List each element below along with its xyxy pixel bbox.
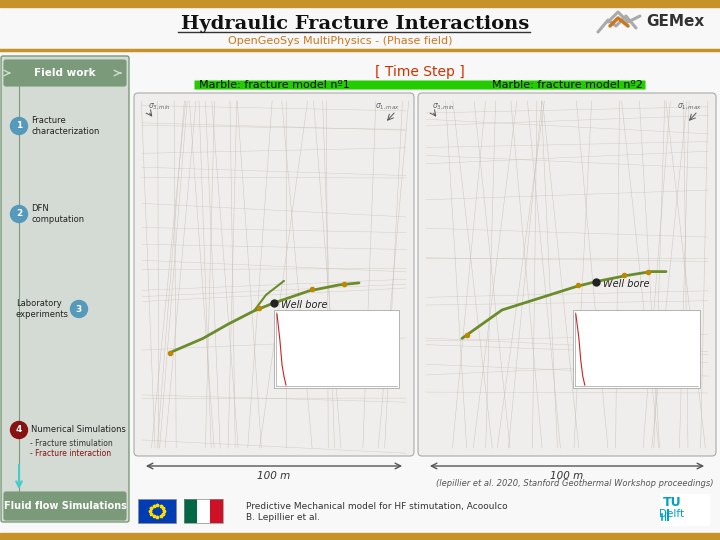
Text: B. Lepillier et al.: B. Lepillier et al. — [246, 514, 320, 523]
FancyBboxPatch shape — [4, 60, 126, 86]
Text: Fracture
characterization: Fracture characterization — [31, 116, 99, 136]
Text: Hydraulic Fracture Interactions: Hydraulic Fracture Interactions — [181, 15, 529, 33]
Text: Well bore: Well bore — [603, 279, 649, 288]
Text: Marble: fracture model nº2: Marble: fracture model nº2 — [492, 80, 642, 90]
Bar — [138, 499, 176, 523]
Text: $\sigma_{3,min}$: $\sigma_{3,min}$ — [148, 102, 171, 112]
Text: Field work: Field work — [34, 68, 96, 78]
Circle shape — [71, 300, 88, 318]
Text: $\sigma_{1,max}$: $\sigma_{1,max}$ — [678, 102, 702, 112]
Text: $\sigma_{3,min}$: $\sigma_{3,min}$ — [432, 102, 455, 112]
Text: [ Time Step ]: [ Time Step ] — [375, 65, 465, 79]
Bar — [274, 310, 399, 388]
Text: Marble: fracture model nº1: Marble: fracture model nº1 — [199, 80, 349, 90]
Bar — [0, 0, 720, 7]
Text: - Fracture stimulation: - Fracture stimulation — [30, 440, 113, 449]
Text: Delft: Delft — [660, 509, 685, 519]
Text: 4: 4 — [16, 426, 22, 435]
Text: OpenGeoSys MultiPhysics - (Phase field): OpenGeoSys MultiPhysics - (Phase field) — [228, 36, 452, 46]
Bar — [210, 499, 223, 523]
Text: 100 m: 100 m — [257, 471, 291, 481]
Text: Fluid flow Simulations: Fluid flow Simulations — [4, 501, 127, 511]
Bar — [184, 499, 223, 523]
Text: TU: TU — [662, 496, 681, 510]
Text: Well bore: Well bore — [281, 300, 328, 310]
Text: 3: 3 — [76, 305, 82, 314]
Bar — [197, 499, 210, 523]
FancyBboxPatch shape — [194, 80, 646, 90]
Text: 2: 2 — [16, 210, 22, 219]
FancyBboxPatch shape — [418, 93, 716, 456]
Text: DFN
computation: DFN computation — [31, 204, 84, 224]
FancyBboxPatch shape — [134, 93, 414, 456]
Text: Laboratory
experiments: Laboratory experiments — [16, 299, 69, 319]
Text: Predictive Mechanical model for HF stimutation, Acooulco: Predictive Mechanical model for HF stimu… — [246, 502, 508, 510]
Text: (lepillier et al. 2020, Stanford Geothermal Workshop proceedings): (lepillier et al. 2020, Stanford Geother… — [436, 478, 714, 488]
Text: Numerical Simulations: Numerical Simulations — [31, 426, 126, 435]
Text: 1: 1 — [16, 122, 22, 131]
Circle shape — [11, 118, 27, 134]
Text: $\sigma_{1,max}$: $\sigma_{1,max}$ — [375, 102, 400, 112]
Text: GEMex: GEMex — [646, 15, 704, 30]
Bar — [660, 494, 710, 526]
Circle shape — [11, 206, 27, 222]
Text: - Fracture interaction: - Fracture interaction — [30, 449, 111, 458]
FancyBboxPatch shape — [4, 492, 126, 520]
Bar — [0, 533, 720, 540]
Circle shape — [11, 422, 27, 438]
FancyBboxPatch shape — [1, 56, 129, 522]
Bar — [573, 310, 701, 388]
Text: 100 m: 100 m — [550, 471, 584, 481]
Bar — [184, 499, 197, 523]
